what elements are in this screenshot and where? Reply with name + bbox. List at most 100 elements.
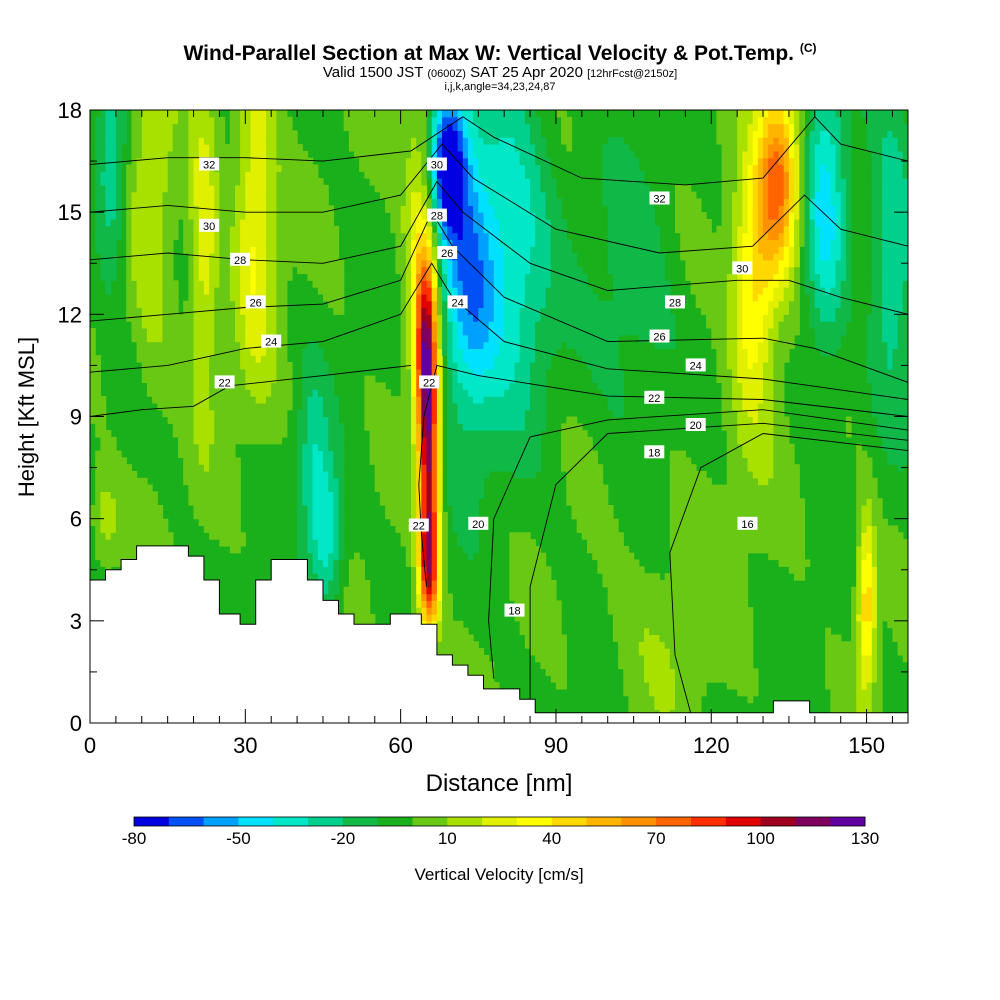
velocity-cell <box>400 464 407 472</box>
velocity-cell <box>136 321 143 329</box>
velocity-cell <box>167 321 174 329</box>
velocity-cell <box>110 491 117 499</box>
velocity-cell <box>95 368 101 377</box>
velocity-cell <box>385 116 391 125</box>
velocity-cell <box>95 518 101 527</box>
velocity-cell <box>110 266 117 275</box>
velocity-cell <box>235 178 241 186</box>
velocity-cell <box>400 389 407 397</box>
velocity-cell <box>462 184 469 193</box>
velocity-cell <box>224 300 231 309</box>
velocity-cell <box>328 518 334 527</box>
velocity-cell <box>478 184 485 193</box>
velocity-cell <box>131 137 138 145</box>
velocity-cell <box>193 362 200 370</box>
velocity-cell <box>317 184 324 193</box>
velocity-cell <box>302 164 309 172</box>
velocity-cell <box>209 443 215 452</box>
velocity-cell <box>100 164 107 172</box>
velocity-cell <box>229 300 236 309</box>
velocity-cell <box>188 423 195 431</box>
velocity-cell <box>504 328 510 336</box>
velocity-cell <box>400 307 407 315</box>
velocity-cell <box>90 334 96 343</box>
velocity-cell <box>100 518 107 527</box>
velocity-cell <box>385 498 391 506</box>
velocity-cell <box>431 545 438 554</box>
velocity-cell <box>478 409 485 418</box>
velocity-cell <box>276 219 283 227</box>
velocity-cell <box>426 518 433 527</box>
velocity-cell <box>100 232 107 240</box>
velocity-cell <box>426 573 433 581</box>
velocity-cell <box>488 144 495 152</box>
velocity-cell <box>457 334 464 343</box>
velocity-cell <box>499 300 505 309</box>
velocity-cell <box>203 382 210 390</box>
velocity-cell <box>214 137 221 145</box>
velocity-cell <box>426 566 433 574</box>
velocity-cell <box>348 573 355 581</box>
velocity-cell <box>240 130 246 138</box>
velocity-cell <box>442 580 448 588</box>
velocity-cell <box>90 368 96 377</box>
velocity-cell <box>100 116 107 125</box>
velocity-cell <box>447 477 453 486</box>
velocity-cell <box>478 130 485 138</box>
velocity-cell <box>188 341 195 349</box>
velocity-cell <box>100 123 107 131</box>
velocity-cell <box>307 464 314 472</box>
velocity-cell <box>483 293 490 302</box>
velocity-cell <box>126 491 132 499</box>
velocity-cell <box>395 225 402 234</box>
velocity-cell <box>436 334 443 343</box>
velocity-cell <box>530 545 536 554</box>
velocity-cell <box>307 423 314 431</box>
velocity-cell <box>509 110 516 118</box>
velocity-cell <box>214 300 221 309</box>
velocity-cell <box>488 661 495 670</box>
velocity-cell <box>462 375 469 383</box>
velocity-cell <box>488 396 495 404</box>
velocity-cell <box>514 321 521 329</box>
velocity-cell <box>131 144 138 152</box>
velocity-cell <box>509 239 516 247</box>
velocity-cell <box>400 511 407 520</box>
velocity-cell <box>188 484 195 492</box>
velocity-cell <box>245 416 252 424</box>
velocity-cell <box>219 259 226 268</box>
velocity-cell <box>416 225 422 234</box>
velocity-cell <box>421 580 428 588</box>
velocity-cell <box>198 430 205 438</box>
velocity-cell <box>411 253 417 261</box>
velocity-cell <box>426 559 433 567</box>
velocity-cell <box>260 225 267 234</box>
velocity-cell <box>219 212 226 220</box>
velocity-cell <box>493 464 500 472</box>
velocity-cell <box>281 314 288 322</box>
velocity-cell <box>291 219 298 227</box>
velocity-cell <box>312 477 319 486</box>
velocity-cell <box>219 191 226 200</box>
velocity-cell <box>416 287 422 295</box>
velocity-cell <box>229 539 236 547</box>
velocity-cell <box>286 253 293 261</box>
velocity-cell <box>115 532 122 540</box>
velocity-cell <box>509 191 516 200</box>
velocity-cell <box>514 266 521 275</box>
velocity-cell <box>462 348 469 356</box>
velocity-cell <box>400 334 407 343</box>
velocity-cell <box>141 293 148 302</box>
velocity-cell <box>447 498 453 506</box>
velocity-cell <box>509 341 516 349</box>
velocity-cell <box>307 348 314 356</box>
velocity-cell <box>198 328 205 336</box>
velocity-cell <box>379 389 386 397</box>
velocity-cell <box>462 409 469 418</box>
velocity-cell <box>483 287 490 295</box>
velocity-cell <box>483 150 490 159</box>
velocity-cell <box>266 273 272 281</box>
velocity-cell <box>400 477 407 486</box>
velocity-cell <box>312 436 319 445</box>
velocity-cell <box>535 150 541 159</box>
